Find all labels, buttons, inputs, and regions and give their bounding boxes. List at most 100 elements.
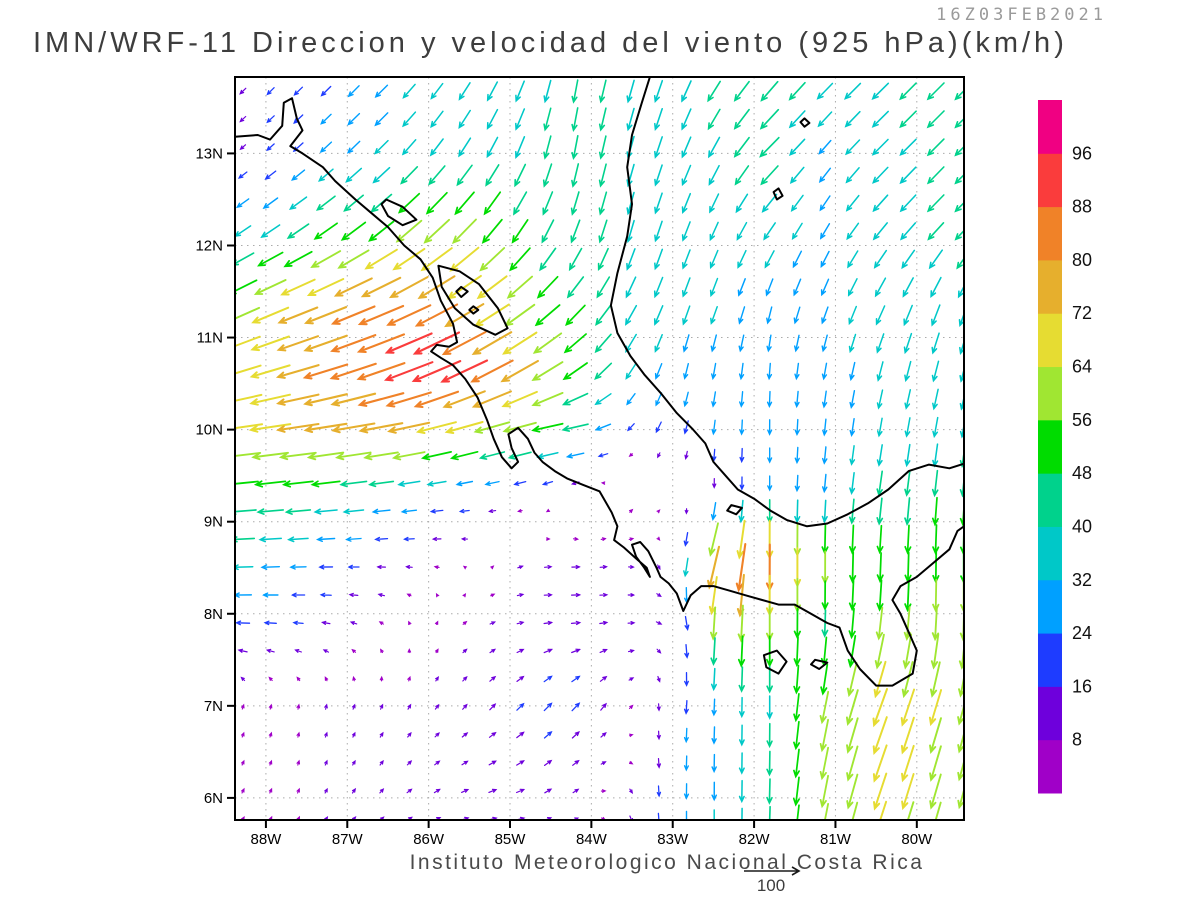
wind-arrow xyxy=(565,304,586,327)
wind-arrow xyxy=(458,137,472,158)
colorbar-segment xyxy=(1038,366,1062,421)
colorbar-segment xyxy=(1038,259,1062,314)
wind-arrow xyxy=(597,247,609,272)
wind-arrow xyxy=(483,191,502,216)
wind-arrow xyxy=(739,419,745,436)
wind-arrow xyxy=(543,107,552,132)
wind-arrow xyxy=(847,635,857,669)
wind-arrow xyxy=(532,332,563,354)
wind-arrow xyxy=(351,759,356,766)
wind-arrow xyxy=(788,138,806,157)
wind-arrow xyxy=(251,306,290,324)
wind-arrow xyxy=(289,564,307,570)
wind-arrow xyxy=(681,221,691,242)
wind-arrow xyxy=(570,592,582,598)
wind-arrow xyxy=(429,508,444,514)
wind-arrow xyxy=(431,536,442,542)
colorbar-label: 64 xyxy=(1072,357,1092,377)
wind-arrow xyxy=(395,219,423,243)
wind-arrow xyxy=(490,565,495,570)
wind-arrow xyxy=(766,665,774,694)
wind-arrow xyxy=(302,363,349,380)
wind-arrow xyxy=(929,745,942,782)
wind-arrow xyxy=(501,390,538,408)
wind-arrow xyxy=(873,660,887,699)
wind-arrow xyxy=(599,675,608,682)
wind-arrow xyxy=(248,423,292,433)
wind-arrow xyxy=(235,564,254,571)
wind-arrow xyxy=(628,649,635,653)
wind-arrow xyxy=(458,82,471,101)
wind-arrow xyxy=(488,760,497,766)
colorbar-segment xyxy=(1038,633,1062,687)
wind-arrow xyxy=(901,249,916,270)
wind-arrow xyxy=(767,419,773,436)
wind-arrow xyxy=(435,676,440,682)
wind-arrow xyxy=(625,304,638,326)
wind-arrow xyxy=(320,113,332,125)
colorbar-segment xyxy=(1038,526,1062,581)
wind-arrow xyxy=(626,248,636,271)
lon-tick-label: 80W xyxy=(901,831,933,848)
wind-arrow xyxy=(735,193,749,214)
wind-arrow xyxy=(904,389,912,410)
wind-arrow xyxy=(571,564,581,570)
colorbar-label: 56 xyxy=(1072,410,1092,430)
wind-arrow xyxy=(516,675,525,683)
colorbar-segment xyxy=(1038,579,1062,634)
colorbar-label: 48 xyxy=(1072,463,1092,483)
wind-arrow xyxy=(707,80,721,103)
coastline-lake-managua xyxy=(380,198,418,227)
wind-arrow xyxy=(515,788,526,794)
wind-arrow xyxy=(379,759,384,766)
wind-arrow xyxy=(261,592,279,598)
wind-arrow xyxy=(738,779,745,804)
wind-arrow xyxy=(598,79,607,104)
coastline-isla-providencia xyxy=(799,117,811,128)
colorbar-segment xyxy=(1038,686,1062,741)
wind-arrow xyxy=(707,545,721,590)
wind-arrow xyxy=(358,422,404,434)
wind-arrow xyxy=(531,361,564,382)
wind-arrow xyxy=(902,277,914,298)
wind-arrow xyxy=(844,139,861,156)
wind-arrow xyxy=(900,688,916,727)
wind-arrow xyxy=(357,392,405,407)
wind-arrow xyxy=(571,79,579,104)
wind-arrow xyxy=(429,138,444,157)
wind-arrow xyxy=(400,166,419,185)
wind-arrow xyxy=(684,615,690,631)
wind-arrow xyxy=(320,85,332,97)
wind-arrow xyxy=(848,305,858,326)
wind-arrow xyxy=(563,333,587,354)
wind-arrow xyxy=(501,331,538,355)
wind-arrow xyxy=(543,731,553,739)
wind-arrow xyxy=(376,564,386,570)
colorbar-label: 24 xyxy=(1072,623,1092,643)
wind-arrow xyxy=(440,359,489,383)
wind-arrow xyxy=(819,774,830,809)
wind-arrow xyxy=(654,220,663,243)
wind-arrow xyxy=(711,781,718,802)
wind-arrow xyxy=(509,247,531,272)
wind-arrow xyxy=(653,305,664,326)
wind-arrow xyxy=(543,648,554,654)
wind-arrow xyxy=(872,744,888,783)
wind-arrow xyxy=(489,648,497,654)
wind-arrow xyxy=(471,331,513,356)
wind-arrow xyxy=(411,360,462,383)
wind-arrow xyxy=(761,193,778,213)
colorbar-label: 96 xyxy=(1072,143,1092,163)
colorbar-label: 80 xyxy=(1072,250,1092,270)
wind-arrow xyxy=(598,191,608,216)
wind-arrow xyxy=(873,249,888,269)
wind-arrow xyxy=(928,689,943,727)
wind-arrow xyxy=(625,276,637,299)
wind-arrow xyxy=(871,138,889,156)
wind-arrow xyxy=(486,108,499,130)
wind-arrow xyxy=(629,733,634,738)
wind-arrow xyxy=(654,248,664,271)
wind-arrow xyxy=(849,361,856,382)
wind-arrow xyxy=(397,192,421,214)
wind-arrow xyxy=(708,522,719,557)
